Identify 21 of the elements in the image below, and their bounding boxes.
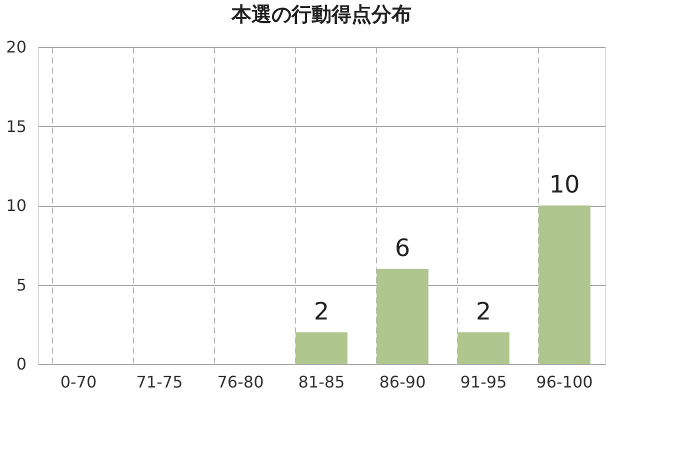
y-tick-label: 15: [6, 116, 26, 136]
y-tick-label: 0: [16, 354, 26, 374]
x-tick-label: 96-100: [536, 372, 593, 392]
bar: [296, 332, 348, 364]
data-label: 10: [549, 170, 580, 198]
y-tick-label: 5: [16, 275, 26, 294]
x-tick-label: 0-70: [60, 372, 97, 392]
bar: [538, 206, 590, 364]
x-tick-label: 81-85: [298, 372, 345, 392]
x-tick-label: 91-95: [460, 372, 507, 392]
data-label: 6: [394, 234, 410, 262]
data-label: 2: [314, 297, 330, 326]
bar: [376, 268, 428, 364]
bar: [458, 332, 510, 364]
data-label: 2: [476, 297, 492, 326]
y-tick-label: 20: [6, 38, 26, 56]
x-tick-label: 71-75: [136, 372, 183, 392]
x-tick-label: 86-90: [379, 372, 426, 392]
chart-title: 本選の行動得点分布: [230, 2, 412, 26]
x-tick-label: 76-80: [217, 372, 264, 392]
y-tick-label: 10: [6, 196, 26, 215]
